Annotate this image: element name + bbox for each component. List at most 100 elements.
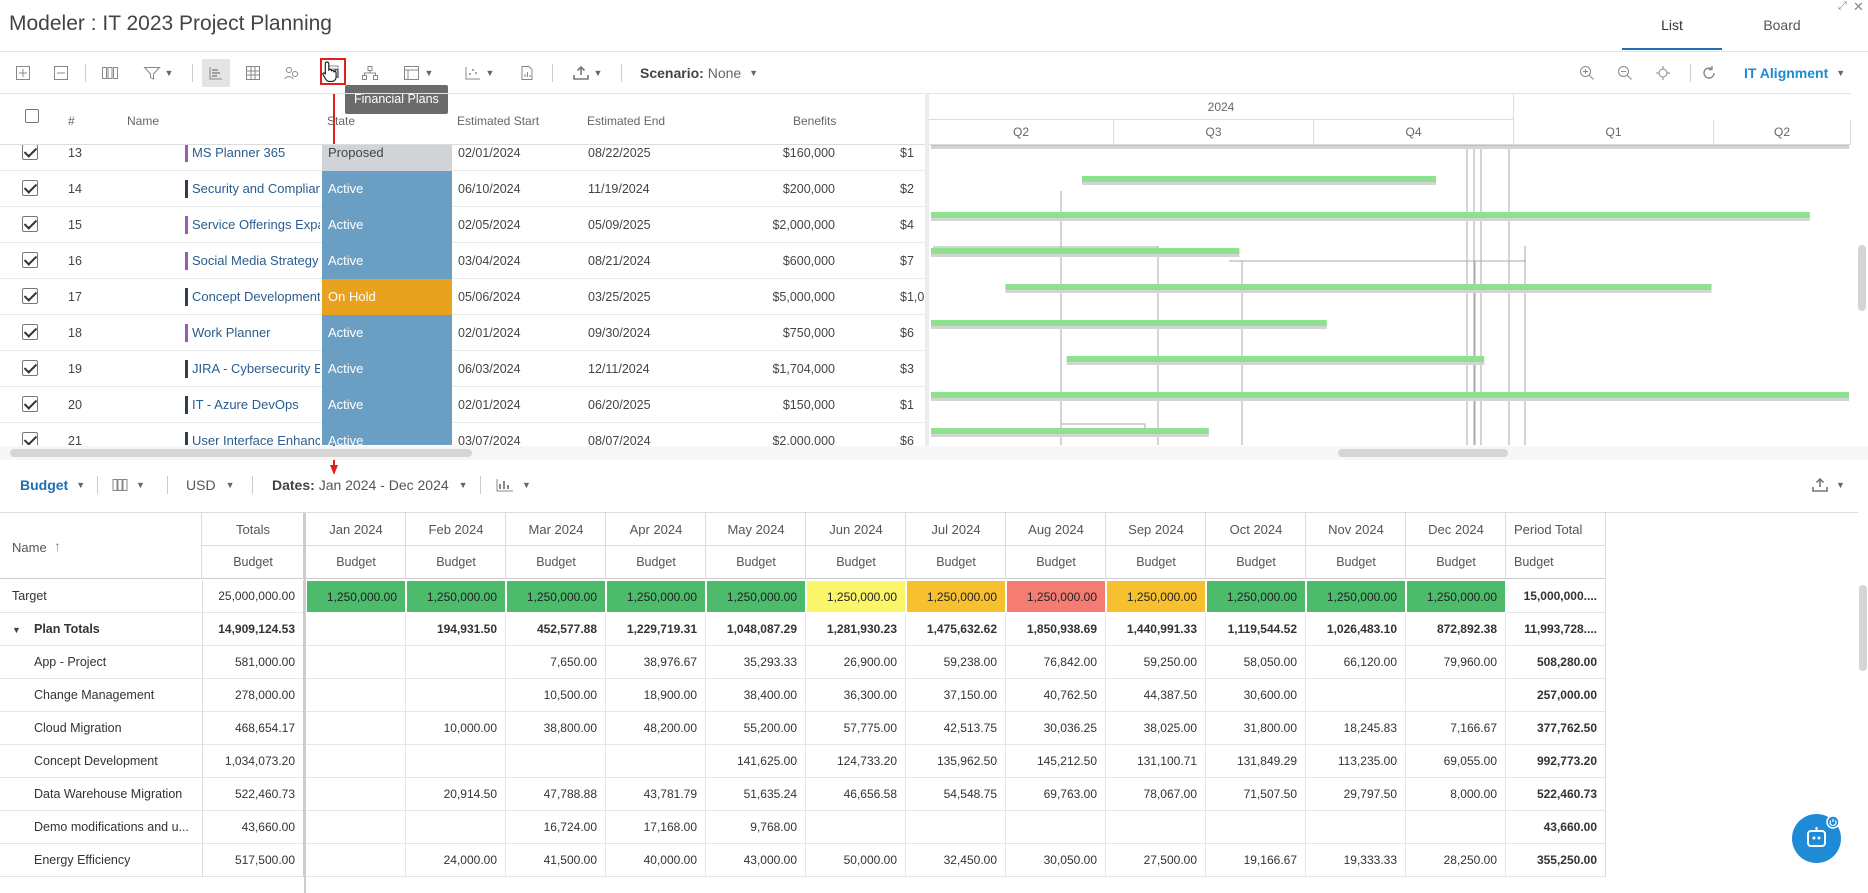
month-value-cell[interactable]: 35,293.33	[706, 646, 806, 679]
month-column-header[interactable]: Aug 2024 Budget	[1006, 513, 1106, 579]
month-value-cell[interactable]: 9,768.00	[706, 811, 806, 844]
gantt-bar[interactable]	[931, 428, 1209, 434]
grid-row[interactable]: 20 IT - Azure DevOps Active 02/01/2024 06/20…	[0, 387, 925, 423]
month-value-cell[interactable]	[406, 646, 506, 679]
month-value-cell[interactable]: 1,250,000.00	[806, 580, 906, 613]
header-num[interactable]: #	[68, 114, 75, 128]
gantt-bar[interactable]	[1005, 284, 1712, 290]
month-column-header[interactable]: Jun 2024 Budget	[806, 513, 906, 579]
row-benefits[interactable]: $750,000	[782, 326, 835, 340]
row-benefits[interactable]: $2,000,000	[772, 434, 835, 445]
month-value-cell[interactable]: 1,440,991.33	[1106, 613, 1206, 646]
row-name[interactable]: MS Planner 365	[192, 145, 286, 160]
month-value-cell[interactable]: 1,048,087.29	[706, 613, 806, 646]
month-value-cell[interactable]: 1,250,000.00	[1006, 580, 1106, 613]
gantt-vertical-scrollbar[interactable]	[1858, 245, 1866, 311]
expand-icon[interactable]: ⤢	[1838, 0, 1847, 12]
month-column-header[interactable]: Period Total Budget	[1506, 513, 1606, 579]
month-value-cell[interactable]	[906, 811, 1006, 844]
month-value-cell[interactable]	[506, 745, 606, 778]
grid-row[interactable]: 17 Concept Development On Hold 05/06/2024 03…	[0, 279, 925, 315]
financial-export-dropdown[interactable]: ▼	[1812, 474, 1845, 496]
currency-dropdown[interactable]: USD ▼	[186, 477, 235, 493]
row-benefits[interactable]: $200,000	[782, 182, 835, 196]
row-state[interactable]: Active	[322, 351, 452, 387]
row-name[interactable]: Work Planner	[192, 325, 271, 340]
financial-row[interactable]	[0, 811, 1606, 844]
financial-row[interactable]	[0, 778, 1606, 811]
columns-icon[interactable]	[100, 62, 120, 84]
tab-board[interactable]: Board	[1763, 17, 1801, 33]
row-end[interactable]: 08/21/2024	[588, 254, 651, 268]
month-value-cell[interactable]	[406, 679, 506, 712]
row-start[interactable]: 05/06/2024	[458, 290, 521, 304]
month-value-cell[interactable]: 1,250,000.00	[706, 580, 806, 613]
month-value-cell[interactable]: 36,300.00	[806, 679, 906, 712]
month-value-cell[interactable]	[306, 811, 406, 844]
month-value-cell[interactable]: 1,250,000.00	[506, 580, 606, 613]
month-value-cell[interactable]	[306, 778, 406, 811]
month-value-cell[interactable]: 1,281,930.23	[806, 613, 906, 646]
financial-vertical-scrollbar[interactable]	[1859, 585, 1867, 671]
row-start[interactable]: 03/04/2024	[458, 254, 521, 268]
row-benefits[interactable]: $150,000	[782, 398, 835, 412]
month-value-cell[interactable]: 40,000.00	[606, 844, 706, 877]
month-value-cell[interactable]: 42,513.75	[906, 712, 1006, 745]
month-value-cell[interactable]: 145,212.50	[1006, 745, 1106, 778]
grid-row[interactable]: 13 MS Planner 365 Proposed 02/01/2024 08/22/…	[0, 145, 925, 171]
month-value-cell[interactable]	[306, 613, 406, 646]
gantt-bar[interactable]	[931, 145, 1849, 146]
row-state[interactable]: Active	[322, 243, 452, 279]
row-benefits[interactable]: $600,000	[782, 254, 835, 268]
month-value-cell[interactable]: 66,120.00	[1306, 646, 1406, 679]
header-name[interactable]: Name	[127, 114, 160, 128]
month-column-header[interactable]: Feb 2024 Budget	[406, 513, 506, 579]
month-value-cell[interactable]: 26,900.00	[806, 646, 906, 679]
month-column-header[interactable]: Jan 2024 Budget	[306, 513, 406, 579]
month-value-cell[interactable]: 8,000.00	[1406, 778, 1506, 811]
month-value-cell[interactable]: 1,850,938.69	[1006, 613, 1106, 646]
row-end[interactable]: 12/11/2024	[588, 362, 650, 376]
header-benefits[interactable]: Benefits	[793, 114, 837, 128]
row-benefits[interactable]: $1,704,000	[772, 362, 835, 376]
month-value-cell[interactable]: 38,400.00	[706, 679, 806, 712]
gantt-view-icon[interactable]	[202, 59, 230, 87]
month-value-cell[interactable]	[1406, 811, 1506, 844]
month-value-cell[interactable]	[406, 745, 506, 778]
month-value-cell[interactable]: 59,250.00	[1106, 646, 1206, 679]
alignment-dropdown[interactable]: IT Alignment ▼	[1744, 65, 1846, 81]
month-value-cell[interactable]: 27,500.00	[1106, 844, 1206, 877]
month-value-cell[interactable]: 32,450.00	[906, 844, 1006, 877]
row-state[interactable]: Active	[322, 423, 452, 445]
row-start[interactable]: 06/03/2024	[458, 362, 521, 376]
month-value-cell[interactable]: 1,026,483.10	[1306, 613, 1406, 646]
month-value-cell[interactable]	[406, 811, 506, 844]
row-state[interactable]: Active	[322, 171, 452, 207]
month-value-cell[interactable]	[1306, 679, 1406, 712]
grid-row[interactable]: 16 Social Media Strategy Active 03/04/2024 0…	[0, 243, 925, 279]
month-value-cell[interactable]	[306, 679, 406, 712]
financial-row[interactable]	[0, 712, 1606, 745]
month-value-cell[interactable]: 16,724.00	[506, 811, 606, 844]
month-column-header[interactable]: Dec 2024 Budget	[1406, 513, 1506, 579]
grid-row[interactable]: 19 JIRA - Cybersecurity En Active 06/03/202…	[0, 351, 925, 387]
month-value-cell[interactable]: 71,507.50	[1206, 778, 1306, 811]
month-value-cell[interactable]: 135,962.50	[906, 745, 1006, 778]
export-dropdown[interactable]: ▼	[566, 62, 608, 84]
row-checkbox[interactable]	[22, 432, 38, 445]
gantt-bar[interactable]	[1082, 176, 1437, 182]
dates-dropdown[interactable]: Dates: Jan 2024 - Dec 2024 ▼	[272, 477, 468, 493]
month-value-cell[interactable]: 46,656.58	[806, 778, 906, 811]
month-value-cell[interactable]: 38,800.00	[506, 712, 606, 745]
header-end[interactable]: Estimated End	[587, 114, 666, 128]
month-value-cell[interactable]: 69,763.00	[1006, 778, 1106, 811]
month-value-cell[interactable]: 43,781.79	[606, 778, 706, 811]
row-state[interactable]: Proposed	[322, 145, 452, 171]
month-value-cell[interactable]: 30,050.00	[1006, 844, 1106, 877]
month-value-cell[interactable]: 1,119,544.52	[1206, 613, 1306, 646]
zoom-in-icon[interactable]	[1578, 62, 1596, 84]
month-value-cell[interactable]: 54,548.75	[906, 778, 1006, 811]
month-column-header[interactable]: Apr 2024 Budget	[606, 513, 706, 579]
month-value-cell[interactable]	[1406, 679, 1506, 712]
month-value-cell[interactable]: 18,900.00	[606, 679, 706, 712]
